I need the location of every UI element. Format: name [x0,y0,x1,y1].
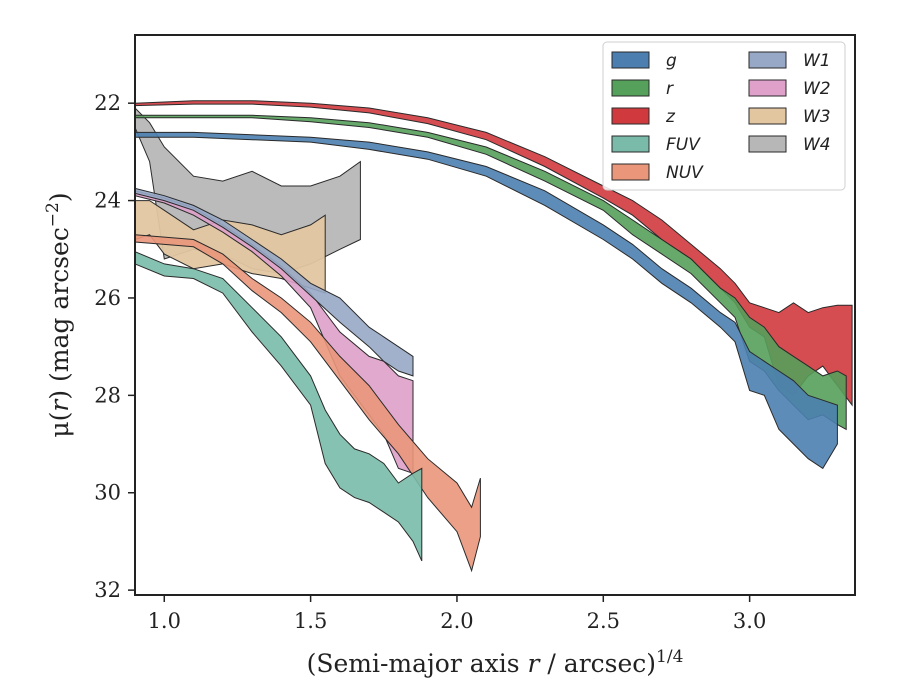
y-axis-label: μ(r) (mag arcsec−2) [43,192,74,437]
x-tick-label: 2.0 [440,609,473,633]
x-axis-label: (Semi-major axis r / arcsec)1/4 [307,647,684,678]
y-tick-label: 26 [94,286,121,310]
band-nuv [134,234,481,573]
x-tick-label: 3.0 [733,609,766,633]
x-tick-label: 1.5 [294,609,327,633]
y-axis: 22 24 26 28 30 32 [94,91,135,602]
legend-label-g: g [666,51,677,71]
y-tick-label: 22 [94,91,121,115]
legend-swatch-g [611,51,650,69]
y-tick-label: 30 [94,481,121,505]
band-r [134,114,847,431]
legend-label-r: r [666,79,674,99]
plot-frame [134,34,856,596]
band-g [134,131,838,470]
legend-box [602,41,846,191]
x-tick-label: 1.0 [148,609,181,633]
legend-swatch-w4 [748,135,787,153]
legend-label-w3: W3 [803,107,831,127]
band-w1 [134,187,414,377]
legend-label-w1: W1 [803,51,831,71]
legend-label-nuv: NUV [666,163,704,183]
x-tick-label: 2.5 [587,609,620,633]
band-fuv [134,250,423,562]
series-bands [134,100,853,573]
y-tick-label: 32 [94,578,121,602]
legend-swatch-w3 [748,107,787,125]
y-tick-label: 24 [94,189,121,213]
legend: grz FUV NUV W1 W2 W3 W4 [602,41,846,191]
legend-swatch-r [611,79,650,97]
legend-swatch-w2 [748,79,787,97]
legend-label-w4: W4 [803,135,831,155]
x-axis: 1.0 1.5 2.0 2.5 3.0 [148,595,766,633]
legend-swatch-fuv [611,135,650,153]
y-tick-label: 28 [94,383,121,407]
legend-swatch-z [611,107,650,125]
legend-label-w2: W2 [803,79,831,99]
legend-label-z: z [665,107,676,127]
legend-swatch-w1 [748,51,787,69]
legend-swatch-nuv [611,163,650,181]
legend-label-fuv: FUV [666,135,701,155]
